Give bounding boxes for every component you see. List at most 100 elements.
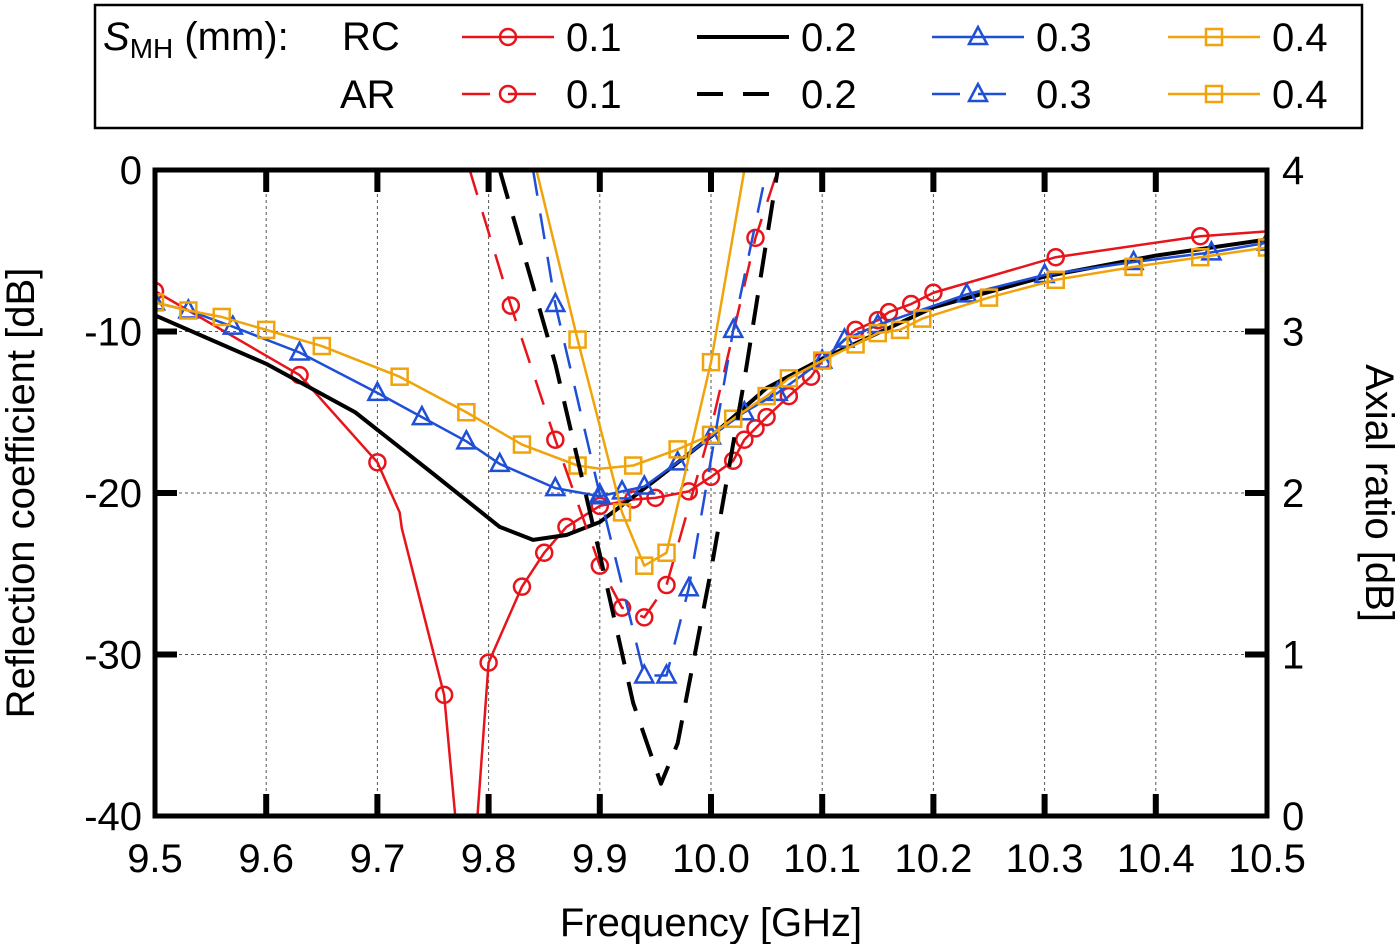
grid: [155, 170, 1267, 816]
square-marker: [312, 336, 332, 356]
circle-marker: [924, 283, 943, 302]
circle-marker: [901, 294, 921, 314]
legend-item-ar-0.3: 0.3: [932, 73, 1092, 117]
triangle-marker: [488, 451, 511, 473]
square-marker: [913, 309, 932, 328]
legend-label: 0.1: [566, 16, 622, 60]
circle-marker: [1046, 247, 1065, 267]
ticks: 9.5 9.6 9.7 9.8 9.9 10.0 10.1 10.2 10.3 10.4 10.50…: [84, 149, 1306, 881]
circle-marker: [735, 430, 754, 449]
legend: SMH (mm): RC AR 0.1 0.2 0.3 0.4 0.1 0.2 0.3 0.4: [93, 3, 1364, 130]
square-marker: [723, 409, 743, 428]
legend-label: 0.2: [801, 73, 857, 117]
triangle-marker: [955, 281, 978, 303]
x-axis-label: Frequency [GHz]: [560, 901, 862, 944]
triangle-marker: [666, 449, 689, 471]
square-marker: [612, 503, 632, 522]
legend-row-ar: AR: [340, 73, 396, 117]
legend-item-ar-0.4: 0.4: [1168, 73, 1328, 117]
series-line-ar-0.3: [531, 170, 768, 677]
square-marker: [701, 425, 721, 445]
square-marker: [568, 330, 587, 349]
series-ar-0.3: [531, 170, 768, 684]
series-line-rc-0.4: [155, 246, 1267, 471]
legend-item-rc-0.2: 0.2: [697, 16, 857, 60]
circle-marker: [1191, 226, 1210, 246]
x-tick-label: 10.1: [783, 837, 861, 881]
legend-label: 0.2: [801, 16, 857, 60]
triangle-marker: [1255, 230, 1267, 251]
triangle-marker: [455, 428, 478, 450]
square-marker: [179, 301, 198, 320]
triangle-marker: [1122, 249, 1145, 271]
square-marker: [668, 440, 687, 459]
x-tick-label: 9.8: [461, 837, 517, 881]
triangle-marker: [633, 473, 656, 495]
circle-marker: [746, 228, 765, 248]
x-tick-label: 9.5: [127, 837, 183, 881]
triangle-marker: [633, 662, 656, 684]
square-marker: [701, 352, 721, 372]
triangle-marker: [410, 404, 433, 426]
y2-tick-label: 3: [1282, 311, 1304, 355]
circle-marker: [155, 281, 165, 301]
square-marker: [1204, 84, 1224, 104]
square-marker: [657, 543, 676, 563]
series-layer: [155, 170, 1267, 816]
series-ar-0.2: [497, 170, 780, 786]
x-tick-label: 10.5: [1228, 837, 1306, 881]
x-tick-label: 10.4: [1117, 837, 1195, 881]
circle-marker: [657, 575, 676, 595]
square-marker: [512, 435, 532, 454]
series-line-ar-0.2: [497, 170, 780, 786]
square-marker: [390, 367, 409, 386]
legend-item-rc-0.4: 0.4: [1168, 16, 1328, 60]
triangle-marker: [833, 326, 856, 348]
circle-marker: [635, 608, 654, 627]
square-marker: [155, 293, 165, 312]
square-marker: [812, 351, 832, 370]
y2-axis-label: Axial ratio [dB]: [1357, 364, 1400, 622]
x-tick-label: 9.7: [350, 837, 406, 881]
series-line-rc-0.1: [155, 230, 1267, 816]
legend-row-rc: RC: [342, 15, 400, 59]
square-marker: [635, 556, 654, 575]
square-marker: [1257, 238, 1267, 257]
triangle-marker: [1200, 239, 1223, 261]
series-line-rc-0.2: [155, 237, 1267, 542]
square-marker: [212, 307, 231, 327]
legend-label: 0.3: [1036, 16, 1092, 60]
y-tick-label: -20: [84, 472, 142, 516]
legend-item-rc-0.1: 0.1: [462, 16, 622, 60]
legend-label: 0.4: [1272, 73, 1328, 117]
legend-item-ar-0.1: 0.1: [462, 73, 622, 117]
y-tick-label: -30: [84, 634, 142, 678]
series-line-ar-0.4: [535, 170, 746, 567]
series-ar-0.4: [535, 170, 746, 575]
square-marker: [868, 323, 888, 343]
circle-marker: [479, 653, 498, 672]
y2-tick-label: 4: [1282, 149, 1304, 193]
square-marker: [757, 386, 776, 406]
triangle-marker: [366, 380, 389, 402]
y2-tick-label: 0: [1282, 795, 1304, 839]
y-tick-label: 0: [120, 149, 142, 193]
x-tick-label: 10.3: [1006, 837, 1084, 881]
square-marker: [890, 320, 910, 340]
series-rc-0.2: [155, 237, 1267, 542]
legend-box: [93, 3, 1364, 130]
circle-marker: [779, 386, 799, 406]
triangle-marker: [677, 575, 700, 597]
triangle-marker: [288, 339, 311, 361]
x-tick-label: 9.6: [238, 837, 294, 881]
triangle-marker: [655, 662, 678, 684]
square-marker: [623, 456, 643, 475]
legend-label: 0.3: [1036, 73, 1092, 117]
square-marker: [979, 288, 999, 307]
legend-title: SMH (mm):: [103, 15, 289, 64]
square-marker: [1124, 257, 1143, 277]
circle-marker: [590, 496, 610, 516]
series-rc-0.4: [155, 238, 1267, 475]
circle-marker: [757, 407, 776, 427]
